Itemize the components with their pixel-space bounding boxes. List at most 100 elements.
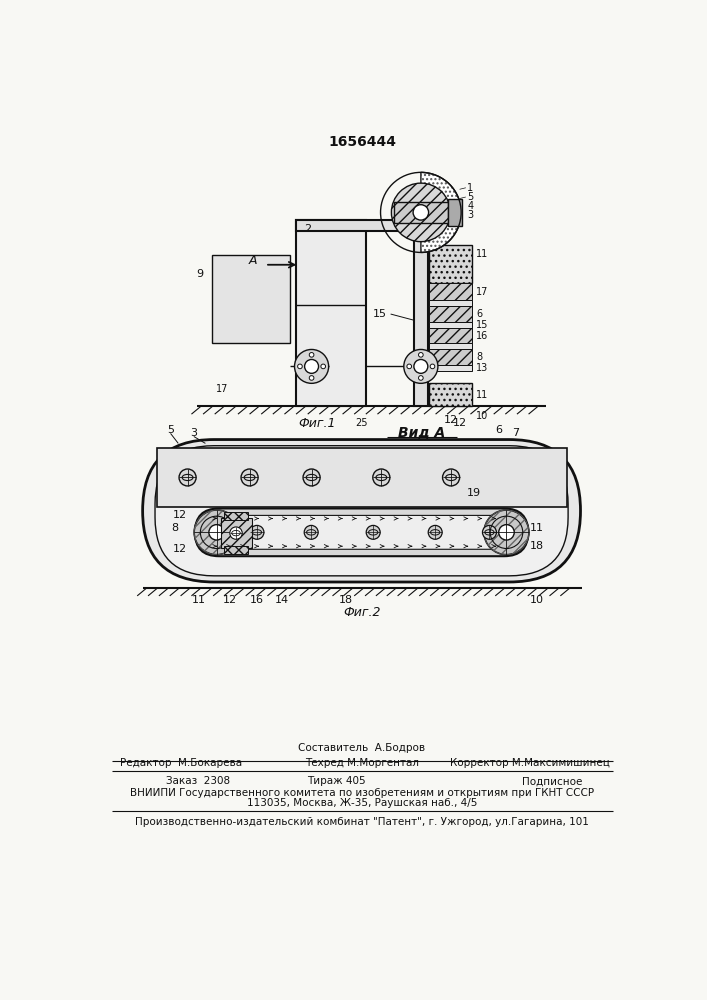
Text: Фиг.1: Фиг.1 (298, 417, 336, 430)
Text: Вид А: Вид А (398, 426, 445, 440)
Text: 12: 12 (444, 415, 458, 425)
Circle shape (298, 364, 303, 369)
Circle shape (194, 510, 239, 555)
Bar (224, 512, 247, 520)
Bar (212, 255, 290, 343)
FancyBboxPatch shape (195, 508, 528, 556)
FancyBboxPatch shape (202, 515, 521, 549)
Bar (296, 220, 366, 406)
Bar (224, 546, 247, 554)
Circle shape (209, 525, 224, 540)
Bar (429, 283, 472, 300)
Circle shape (413, 205, 428, 220)
Circle shape (303, 469, 320, 486)
Text: 19: 19 (467, 488, 481, 498)
Circle shape (366, 525, 380, 539)
Text: Составитель  А.Бодров: Составитель А.Бодров (298, 743, 426, 753)
Text: 5: 5 (467, 192, 474, 202)
Text: Корректор М.Максимишинец: Корректор М.Максимишинец (450, 758, 610, 768)
Bar (429, 343, 472, 349)
Circle shape (304, 525, 318, 539)
Text: Редактор  М.Бокарева: Редактор М.Бокарева (120, 758, 243, 768)
Circle shape (419, 353, 423, 357)
Circle shape (428, 525, 442, 539)
Text: 3: 3 (467, 210, 474, 220)
Bar (429, 322, 472, 328)
Text: 11: 11 (476, 249, 488, 259)
Text: Подписное: Подписное (522, 776, 583, 786)
Text: 14: 14 (275, 595, 288, 605)
Circle shape (443, 469, 460, 486)
Text: 4: 4 (467, 201, 474, 211)
Text: 11: 11 (476, 390, 488, 400)
Polygon shape (421, 172, 461, 252)
Text: 3: 3 (190, 428, 197, 438)
Bar (156, 448, 566, 507)
FancyBboxPatch shape (143, 440, 580, 582)
Text: 12: 12 (223, 595, 237, 605)
Circle shape (498, 525, 514, 540)
Text: 11: 11 (192, 595, 206, 605)
Text: 1656444: 1656444 (328, 135, 396, 149)
Circle shape (392, 183, 450, 242)
Bar (448, 199, 462, 226)
Text: 9: 9 (196, 269, 203, 279)
Text: 8: 8 (476, 352, 482, 362)
Text: 16: 16 (250, 595, 264, 605)
Circle shape (430, 364, 435, 369)
Text: 16: 16 (476, 331, 488, 341)
Bar (429, 365, 472, 371)
Circle shape (414, 359, 428, 373)
Text: 10: 10 (476, 411, 488, 421)
Circle shape (305, 359, 319, 373)
Circle shape (404, 349, 438, 383)
Text: 12: 12 (453, 418, 467, 428)
Bar (221, 518, 252, 548)
Circle shape (309, 353, 314, 357)
Text: Производственно-издательский комбинат "Патент", г. Ужгород, ул.Гагарина, 101: Производственно-издательский комбинат "П… (135, 817, 589, 827)
Text: 5: 5 (167, 425, 174, 435)
Bar (429, 245, 472, 283)
Text: 15: 15 (373, 309, 387, 319)
Text: 17: 17 (216, 384, 228, 394)
Text: 113035, Москва, Ж-35, Раушская наб., 4/5: 113035, Москва, Ж-35, Раушская наб., 4/5 (247, 798, 477, 808)
Text: 10: 10 (530, 595, 544, 605)
Text: 2: 2 (304, 224, 311, 234)
Text: Заказ  2308: Заказ 2308 (166, 776, 230, 786)
Circle shape (484, 510, 529, 555)
Circle shape (179, 469, 196, 486)
Text: 7: 7 (513, 428, 520, 438)
Circle shape (309, 376, 314, 380)
Bar (429, 383, 472, 406)
Text: 13: 13 (476, 363, 488, 373)
Text: 18: 18 (339, 595, 353, 605)
Text: 1: 1 (467, 183, 474, 193)
Text: 12: 12 (173, 544, 187, 554)
Text: 15: 15 (476, 320, 489, 330)
FancyBboxPatch shape (155, 446, 568, 576)
Text: 18: 18 (530, 541, 544, 551)
Text: 6: 6 (476, 309, 482, 319)
Text: Тираж 405: Тираж 405 (307, 776, 366, 786)
Circle shape (241, 469, 258, 486)
Circle shape (482, 525, 496, 539)
Text: 11: 11 (530, 523, 544, 533)
Circle shape (295, 349, 329, 383)
Bar (394, 202, 448, 223)
Circle shape (230, 527, 243, 539)
Text: А: А (249, 254, 257, 267)
Text: 25: 25 (356, 418, 368, 428)
Circle shape (321, 364, 325, 369)
Text: 12: 12 (173, 510, 187, 520)
Bar (414, 220, 428, 406)
Bar (429, 300, 472, 306)
Circle shape (407, 364, 411, 369)
Circle shape (373, 469, 390, 486)
Text: ВНИИПИ Государственного комитета по изобретениям и открытиям при ГКНТ СССР: ВНИИПИ Государственного комитета по изоб… (130, 788, 594, 798)
Bar (429, 328, 472, 343)
Text: 8: 8 (171, 523, 178, 533)
Text: Техред М.Моргентал: Техред М.Моргентал (305, 758, 419, 768)
Circle shape (419, 376, 423, 380)
Text: 6: 6 (495, 425, 502, 435)
Text: 17: 17 (476, 287, 489, 297)
